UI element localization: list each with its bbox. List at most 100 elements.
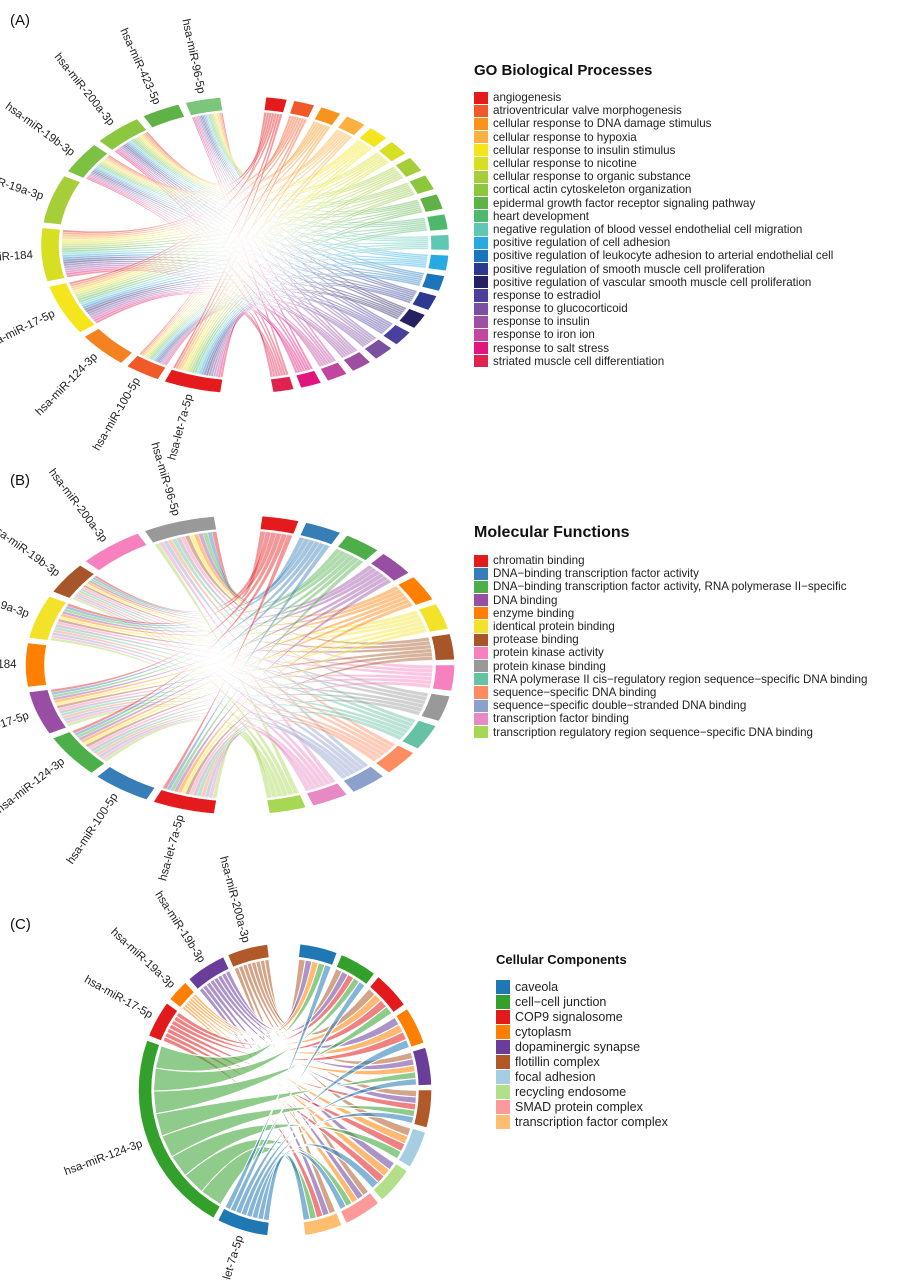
chord-ribbon <box>53 626 412 731</box>
legend-entry: cellular response to nicotine <box>474 157 833 170</box>
chord-ribbon <box>103 720 278 798</box>
chord-ribbon <box>62 112 275 234</box>
chord-ribbon <box>51 554 356 698</box>
chord-ribbon <box>63 552 351 629</box>
chord-ribbon <box>79 243 429 306</box>
legend-entry: response to glucocorticoid <box>474 302 833 315</box>
chord-ribbon <box>124 143 417 295</box>
legend-label: cellular response to organic substance <box>493 170 691 184</box>
mirna-label: hsa-miR-124-3p <box>34 351 100 418</box>
term-arc <box>290 101 315 118</box>
chord-ribbon <box>234 1038 411 1215</box>
chord-ribbon <box>64 703 322 789</box>
chord-ribbon <box>104 131 344 197</box>
chord-ribbon <box>95 165 429 242</box>
chord-ribbon <box>100 718 317 791</box>
panel-b-label: (B) <box>10 472 30 489</box>
legend-swatch <box>474 91 488 104</box>
chord-ribbon <box>90 550 347 617</box>
legend-swatch <box>474 262 488 276</box>
chord-ribbon <box>140 117 305 356</box>
term-arc <box>341 1193 378 1223</box>
legend-swatch <box>496 979 510 994</box>
chord-ribbon <box>144 145 371 358</box>
term-arc <box>395 157 422 177</box>
chord-ribbon <box>87 677 432 750</box>
legend-entry: cellular response to hypoxia <box>474 131 833 144</box>
mirna-label: hsa-miR-17-5p <box>0 710 31 746</box>
chord-ribbon <box>184 160 390 372</box>
chord-ribbon <box>72 144 369 294</box>
mirna-arc <box>218 1209 269 1236</box>
legend-label: cellular response to insulin stimulus <box>493 143 676 157</box>
legend-swatch <box>474 276 488 289</box>
mirna-arc <box>84 328 132 363</box>
chord-ribbon <box>89 172 374 343</box>
term-arc <box>303 1213 342 1235</box>
chord-ribbon <box>66 269 282 377</box>
legend-label: striated muscle cell differentiation <box>493 354 665 368</box>
chord-ribbon <box>80 598 411 744</box>
mirna-label: hsa-let-7a-5p <box>157 814 187 883</box>
chord-ribbon <box>73 157 387 296</box>
legend-entry: DNA binding <box>474 594 867 607</box>
legend-swatch <box>496 1084 510 1099</box>
legend-entry: cellular response to organic substance <box>474 170 833 183</box>
chord-ribbon <box>208 729 312 799</box>
chord-ribbon <box>75 556 360 739</box>
chord-ribbon <box>92 703 406 754</box>
term-arc <box>398 1128 425 1167</box>
chord-ribbon <box>161 1105 416 1158</box>
legend-label: positive regulation of cell adhesion <box>493 236 671 250</box>
chord-ribbon <box>237 964 370 1197</box>
legend-swatch <box>496 1009 510 1024</box>
chord-ribbon <box>94 293 279 377</box>
legend-swatch <box>474 104 488 117</box>
chord-ribbon <box>212 731 273 799</box>
legend-label: heart development <box>493 209 590 223</box>
chord-ribbon <box>73 595 332 786</box>
legend-entry: protein kinase activity <box>474 646 867 659</box>
term-arc <box>376 745 413 773</box>
mirna-arc <box>25 643 47 687</box>
term-arc <box>343 352 370 371</box>
chord-ribbon <box>154 273 422 362</box>
chord-ribbon <box>78 590 414 728</box>
term-arc <box>364 339 392 359</box>
chord-ribbon <box>63 262 372 344</box>
term-arc <box>264 97 287 113</box>
chord-ribbon <box>198 263 427 375</box>
legend-items: chromatin binding DNA−binding transcripti… <box>474 554 867 739</box>
mirna-label: hsa-miR-200a-3p <box>52 51 117 128</box>
chord-ribbon <box>50 637 289 797</box>
chord-ribbon <box>141 125 329 357</box>
legend-swatch <box>474 183 488 196</box>
legend-label: cellular response to nicotine <box>493 157 637 171</box>
chord-ribbon <box>56 648 433 709</box>
chord-ribbon <box>52 573 385 701</box>
legend-label: SMAD protein complex <box>515 1099 643 1114</box>
term-arc <box>267 795 306 813</box>
chord-diagram-b: hsa-miR-96-5p hsa-miR-200a-3phsa-miR-19b-… <box>0 441 455 883</box>
chord-ribbon <box>173 578 392 793</box>
legend-label: response to salt stress <box>493 341 609 355</box>
panel-c-label: (C) <box>10 916 31 933</box>
legend-swatch <box>474 699 488 712</box>
chord-ribbon <box>188 996 404 1055</box>
term-arc <box>336 955 374 984</box>
chord-ribbon <box>51 541 321 696</box>
chord-ribbon <box>95 710 382 760</box>
legend-entry: response to estradiol <box>474 289 833 302</box>
chord-ribbon <box>66 705 284 797</box>
mirna-label: hsa-miR-100-5p <box>65 791 121 866</box>
legend-entry: atrioventricular valve morphogenesis <box>474 104 833 117</box>
legend-label: transcription factor complex <box>515 1114 668 1129</box>
legend-entry: transcription regulatory region sequence… <box>474 725 867 739</box>
legend-label: response to glucocorticoid <box>493 302 628 316</box>
legend-label: cellular response to DNA damage stimulus <box>493 117 712 131</box>
chord-diagram-c: hsa-miR-200a-3phsa-miR-19b-3phsa-miR-19a… <box>63 855 432 1280</box>
chord-ribbon <box>61 132 347 240</box>
mirna-arc <box>53 732 105 773</box>
legend-label: chromatin binding <box>493 554 585 568</box>
chord-ribbon <box>62 116 300 236</box>
